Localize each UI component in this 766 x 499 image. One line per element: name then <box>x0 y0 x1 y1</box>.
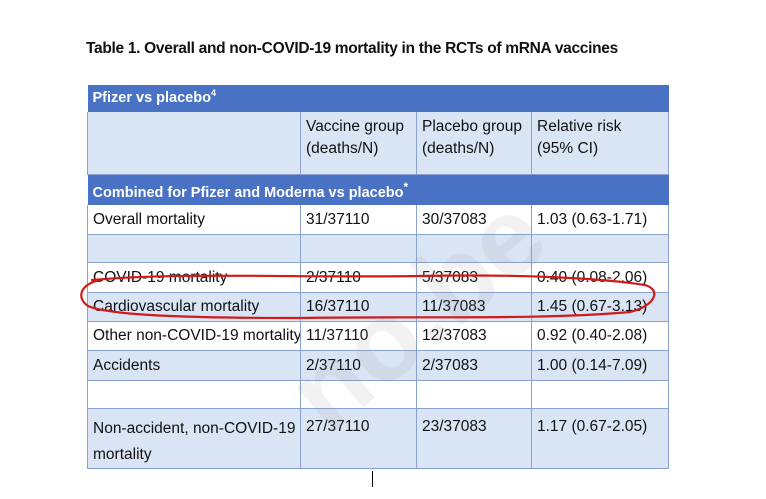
header-text: Placebo group <box>422 118 522 135</box>
row-label: Cardiovascular mortality <box>87 292 301 322</box>
row-label: Non-accident, non-COVID-19 mortality <box>87 408 301 469</box>
vaccine-value: 27/37110 <box>300 408 417 469</box>
row-label: COVID-19 mortality <box>87 262 301 293</box>
table-row: COVID-19 mortality 2/37110 5/37083 0.40 … <box>87 262 670 293</box>
row-label: Accidents <box>87 350 301 381</box>
relative-risk-value <box>531 234 670 263</box>
footnote-mark: * <box>403 180 409 194</box>
vaccine-value: 2/37110 <box>300 350 417 381</box>
header-cell-empty <box>87 112 301 175</box>
placebo-value <box>416 380 532 409</box>
row-label: Other non-COVID-19 mortality <box>87 321 301 351</box>
table-row-empty <box>87 380 670 409</box>
table-row: Non-accident, non-COVID-19 mortality 27/… <box>87 408 670 469</box>
section-label: Pfizer vs placebo <box>92 90 211 106</box>
row-label <box>87 234 301 263</box>
placebo-value: 2/37083 <box>416 350 532 381</box>
relative-risk-value: 1.00 (0.14-7.09) <box>531 350 670 381</box>
vaccine-value <box>300 380 417 409</box>
placebo-value: 12/37083 <box>416 321 532 351</box>
relative-risk-value: 1.17 (0.67-2.05) <box>531 408 670 469</box>
header-text: Relative risk <box>537 118 622 135</box>
table-row-empty <box>87 234 670 263</box>
placebo-value: 11/37083 <box>416 292 532 322</box>
relative-risk-value: 1.03 (0.63-1.71) <box>531 204 670 235</box>
placebo-value: 23/37083 <box>416 408 532 469</box>
section-header-pfizer: Pfizer vs placebo4 <box>87 85 669 112</box>
table-row: Accidents 2/37110 2/37083 1.00 (0.14-7.0… <box>87 350 670 381</box>
header-text: (deaths/N) <box>306 140 379 157</box>
text-cursor <box>372 471 373 487</box>
relative-risk-value: 0.92 (0.40-2.08) <box>531 321 670 351</box>
footnote-mark: 4 <box>210 88 216 99</box>
vaccine-value: 16/37110 <box>300 292 417 322</box>
mortality-table: Pfizer vs placebo4 Vaccine group (deaths… <box>87 85 670 469</box>
row-label <box>87 380 301 409</box>
vaccine-value <box>300 234 417 263</box>
vaccine-value: 2/37110 <box>300 262 417 293</box>
vaccine-value: 31/37110 <box>300 204 417 235</box>
header-text: (95% CI) <box>537 140 599 157</box>
header-placebo-group: Placebo group (deaths/N) <box>416 112 532 175</box>
placebo-value <box>416 234 532 263</box>
relative-risk-value: 1.45 (0.67-3.13) <box>531 292 670 322</box>
header-relative-risk: Relative risk (95% CI) <box>531 112 670 175</box>
placebo-value: 30/37083 <box>416 204 532 235</box>
table-title: Table 1. Overall and non-COVID-19 mortal… <box>86 40 618 57</box>
table-row: Other non-COVID-19 mortality 11/37110 12… <box>87 321 670 351</box>
section-label: Combined for Pfizer and Moderna vs place… <box>92 184 404 201</box>
placebo-value: 5/37083 <box>416 262 532 293</box>
header-vaccine-group: Vaccine group (deaths/N) <box>300 112 417 175</box>
header-text: (deaths/N) <box>422 140 495 157</box>
section-header-combined: Combined for Pfizer and Moderna vs place… <box>87 174 669 205</box>
table-row: Overall mortality 31/37110 30/37083 1.03… <box>87 204 670 235</box>
column-header-row: Vaccine group (deaths/N) Placebo group (… <box>87 112 670 175</box>
header-text: Vaccine group <box>306 118 404 135</box>
row-label: Overall mortality <box>87 204 301 235</box>
relative-risk-value: 0.40 (0.08-2.06) <box>531 262 670 293</box>
relative-risk-value <box>531 380 670 409</box>
vaccine-value: 11/37110 <box>300 321 417 351</box>
table-row-highlighted: Cardiovascular mortality 16/37110 11/370… <box>87 292 670 322</box>
